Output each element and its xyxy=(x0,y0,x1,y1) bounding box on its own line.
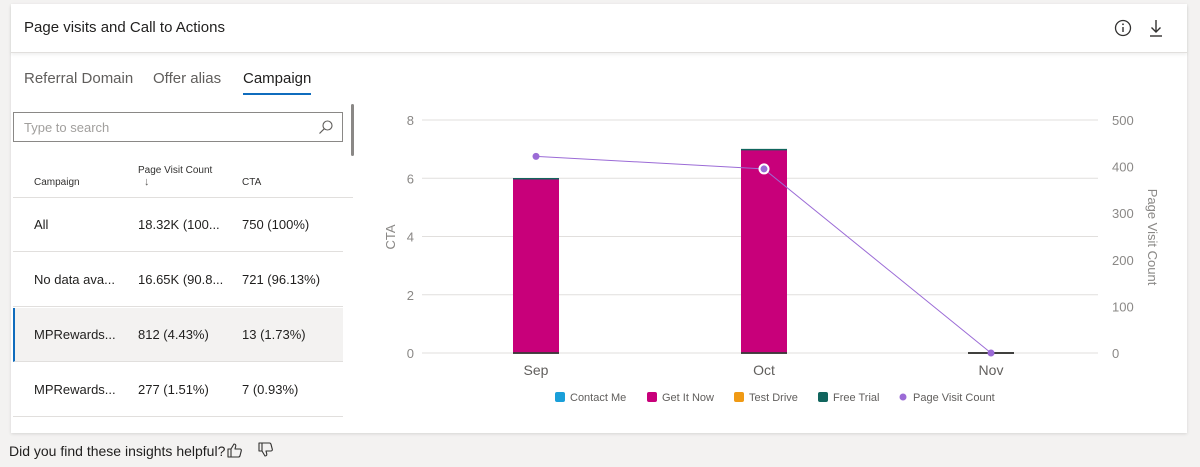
sort-descending-icon: ↓ xyxy=(144,176,150,188)
cell-campaign: MPRewards... xyxy=(34,382,116,397)
cell-cta: 750 (100%) xyxy=(242,217,310,232)
column-header-campaign[interactable]: Campaign xyxy=(34,177,80,188)
column-header-page-visit-count[interactable]: Page Visit Count xyxy=(138,165,213,176)
search-icon[interactable] xyxy=(318,119,334,135)
card-header: Page visits and Call to Actions xyxy=(11,4,1187,53)
cell-campaign: MPRewards... xyxy=(34,327,116,342)
cell-cta: 7 (0.93%) xyxy=(242,382,299,397)
cell-campaign: No data ava... xyxy=(34,272,115,287)
table-row[interactable]: No data ava... 16.65K (90.8... 721 (96.1… xyxy=(13,253,343,307)
tab-campaign[interactable]: Campaign xyxy=(243,70,312,95)
tab-offer-alias[interactable]: Offer alias xyxy=(153,70,222,87)
thumbs-up-icon[interactable] xyxy=(226,441,244,459)
cell-page-visit-count: 812 (4.43%) xyxy=(138,327,209,342)
cell-campaign: All xyxy=(34,217,49,232)
header-divider xyxy=(13,197,353,198)
download-icon[interactable] xyxy=(1145,17,1167,39)
thumbs-down-icon[interactable] xyxy=(257,441,275,459)
tab-referral-domain[interactable]: Referral Domain xyxy=(24,70,134,87)
column-header-cta[interactable]: CTA xyxy=(242,177,262,188)
table-scrollbar[interactable] xyxy=(351,104,354,156)
cell-cta: 721 (96.13%) xyxy=(242,272,321,287)
cell-page-visit-count: 18.32K (100... xyxy=(138,217,220,232)
cell-cta: 13 (1.73%) xyxy=(242,327,306,342)
table-row[interactable]: All 18.32K (100... 750 (100%) xyxy=(13,198,343,252)
info-icon[interactable] xyxy=(1112,17,1134,39)
table-row-selected[interactable]: MPRewards... 812 (4.43%) 13 (1.73%) xyxy=(13,308,343,362)
search-input[interactable]: Type to search xyxy=(13,112,343,142)
table-row[interactable]: MPRewards... 277 (1.51%) 7 (0.93%) xyxy=(13,363,343,417)
cell-page-visit-count: 16.65K (90.8... xyxy=(138,272,224,287)
cell-page-visit-count: 277 (1.51%) xyxy=(138,382,209,397)
card-title: Page visits and Call to Actions xyxy=(24,19,225,36)
search-placeholder: Type to search xyxy=(24,120,110,135)
feedback-question: Did you find these insights helpful? xyxy=(9,443,226,459)
